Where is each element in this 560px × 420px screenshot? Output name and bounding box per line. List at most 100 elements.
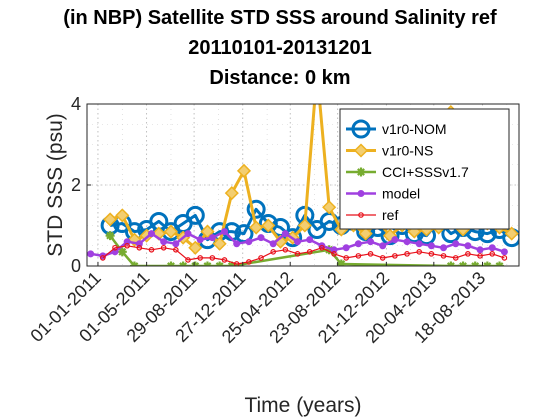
data-point	[403, 238, 411, 246]
data-point	[172, 240, 180, 248]
legend-label: v1r0-NOM	[382, 121, 447, 137]
data-point	[258, 255, 264, 261]
data-point	[379, 242, 387, 250]
data-point	[283, 228, 303, 248]
data-point	[294, 238, 302, 246]
legend-entry: model	[346, 186, 420, 202]
data-point	[208, 234, 216, 242]
legend-label: ref	[382, 207, 398, 223]
data-point	[392, 253, 398, 259]
data-point	[281, 230, 289, 238]
data-point	[500, 248, 508, 256]
data-point	[404, 251, 410, 257]
legend-label: model	[382, 186, 420, 202]
data-point	[233, 261, 240, 266]
data-point	[185, 205, 205, 225]
data-point	[440, 244, 448, 252]
data-point	[112, 244, 118, 251]
data-point	[464, 242, 472, 250]
data-point	[185, 257, 191, 263]
data-point	[160, 238, 168, 246]
legend-marker	[353, 143, 369, 158]
data-point	[147, 230, 155, 238]
data-point	[197, 255, 203, 261]
y-axis-label: STD SSS (psu)	[44, 113, 67, 257]
data-point	[489, 251, 496, 257]
data-point	[246, 259, 252, 265]
data-point	[221, 257, 228, 263]
data-point	[342, 244, 350, 252]
data-point	[249, 220, 264, 235]
series-layer	[87, 104, 519, 266]
data-point	[416, 249, 423, 255]
series-line	[102, 245, 505, 265]
y-tick-label: 4	[71, 94, 81, 114]
data-point	[367, 251, 374, 257]
data-point	[115, 208, 130, 223]
legend-entry: v1r0-NOM	[346, 119, 447, 139]
legend-marker	[358, 212, 364, 218]
data-point	[427, 242, 435, 250]
legend-label: CCI+SSSv1.7	[382, 164, 469, 180]
chart-title-line-3: Distance: 0 km	[209, 67, 350, 89]
legend-marker	[356, 167, 366, 177]
data-point	[358, 226, 373, 241]
data-point	[209, 255, 216, 261]
data-point	[188, 240, 203, 255]
legend-label: v1r0-NS	[382, 143, 433, 159]
data-point	[282, 247, 289, 253]
data-point	[501, 255, 508, 261]
y-tick-label: 2	[71, 175, 81, 195]
chart-title-line-1: (in NBP) Satellite STD SSS around Salini…	[63, 7, 497, 29]
legend-entry: ref	[346, 207, 398, 223]
data-point	[100, 255, 106, 261]
data-point	[331, 251, 337, 257]
data-point	[319, 244, 325, 251]
data-point	[135, 240, 143, 248]
data-point	[261, 218, 276, 233]
data-point	[297, 218, 312, 233]
data-point	[160, 244, 167, 251]
data-point	[163, 224, 179, 239]
legend-marker	[357, 190, 365, 197]
chart-title-line-2: 20110101-20131201	[188, 37, 372, 59]
data-point	[294, 251, 301, 257]
data-point	[173, 247, 179, 253]
data-point	[306, 249, 313, 255]
y-tick-label: 0	[71, 256, 81, 276]
data-point	[306, 236, 314, 244]
data-point	[111, 248, 119, 256]
data-point	[212, 236, 227, 251]
data-point	[428, 251, 435, 257]
data-point	[330, 246, 338, 254]
x-axis-label: Time (years)	[244, 394, 361, 417]
legend-entry: CCI+SSSv1.7	[346, 164, 469, 180]
series-model	[87, 228, 508, 260]
legend-entry: v1r0-NS	[346, 143, 433, 159]
data-point	[488, 244, 496, 252]
data-point	[343, 255, 350, 261]
data-point	[336, 259, 346, 266]
data-point	[355, 253, 362, 259]
data-point	[476, 246, 484, 254]
data-point	[269, 240, 277, 248]
data-point	[245, 238, 253, 246]
data-point	[233, 240, 241, 248]
data-point	[477, 253, 483, 259]
data-point	[324, 245, 334, 255]
data-point	[246, 199, 266, 219]
data-point	[236, 163, 252, 178]
data-point	[415, 240, 423, 248]
data-point	[270, 249, 276, 255]
data-point	[124, 242, 130, 249]
data-point	[184, 230, 192, 238]
series-CCI+SSSv1.7	[105, 231, 505, 266]
data-point	[136, 244, 143, 251]
data-point	[257, 234, 265, 242]
data-point	[103, 212, 118, 227]
data-point	[87, 250, 95, 258]
data-point	[391, 236, 399, 244]
data-point	[379, 255, 386, 261]
legend: v1r0-NOM v1r0-NS CCI+SSSv1.7 model ref	[339, 108, 510, 230]
data-point	[367, 238, 375, 246]
